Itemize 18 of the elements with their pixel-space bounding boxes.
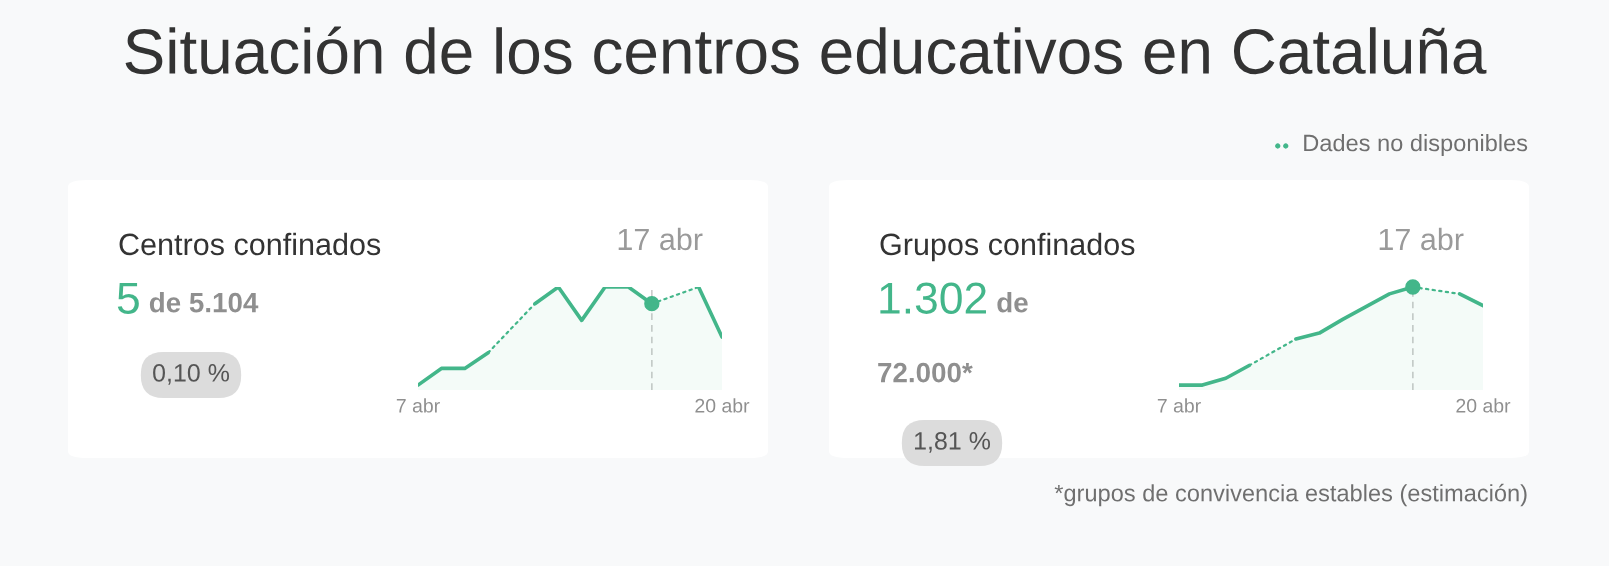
- text: 1.302: [880, 282, 986, 314]
- text: Situación de los centros educativos en Cataluña: [125, 26, 1487, 75]
- x-tick-label: 7 abr: [396, 398, 440, 413]
- text: *grupos de convivencia estables (estimación): [1054, 483, 1527, 507]
- chart-title: Centros confinados: [119, 232, 381, 256]
- text: Dades no disponibles: [1304, 134, 1528, 157]
- text: 0,10 %: [153, 364, 230, 385]
- chart-title: Grupos confinados: [880, 232, 1135, 262]
- x-tick-label: 7 abr: [1157, 398, 1201, 413]
- annotation: 17 abr: [1379, 227, 1464, 251]
- x-tick-label: 20 abr: [1456, 398, 1511, 413]
- x-tick-label: 20 abr: [695, 398, 750, 413]
- text: de 5.104: [149, 292, 259, 313]
- text: 5: [117, 282, 139, 314]
- text: de: [997, 292, 1028, 313]
- annotation: 17 abr: [618, 227, 703, 251]
- text: 1,81 %: [914, 432, 991, 453]
- text: 72.000*: [878, 362, 973, 383]
